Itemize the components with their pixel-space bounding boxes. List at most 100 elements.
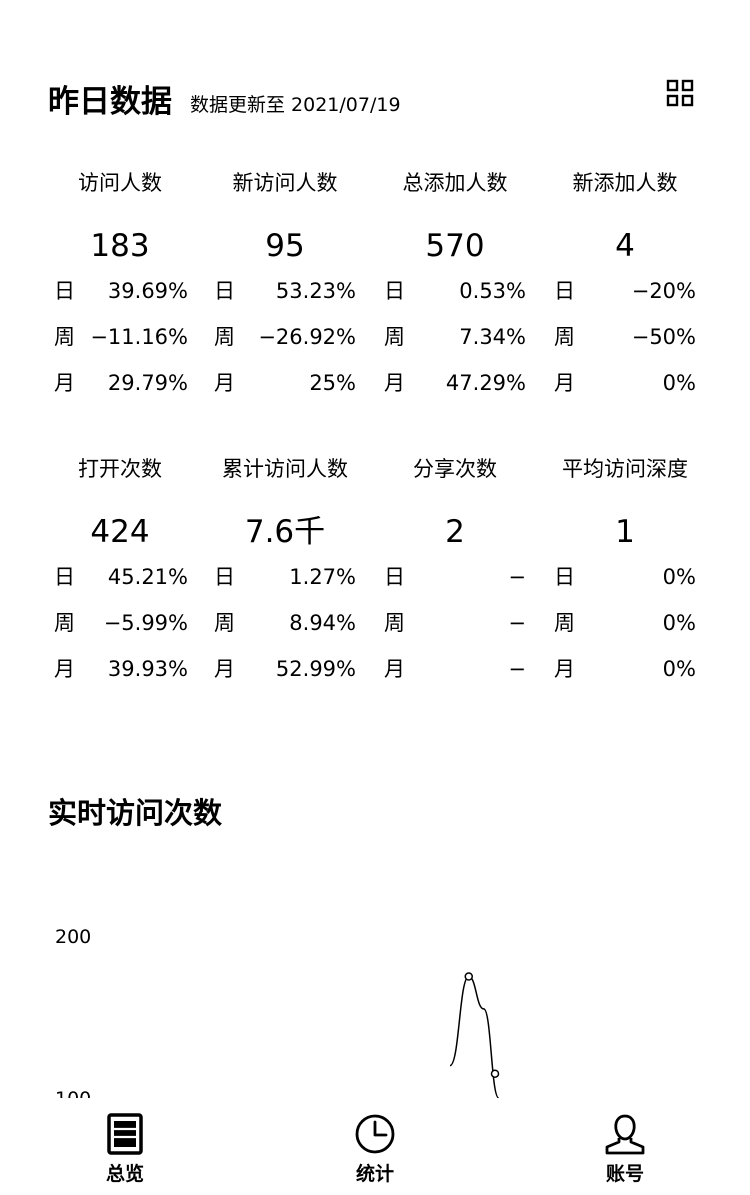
stat-row: 访问人数 183 日 39.69% 周 −11.16% 月 29.79% 新访问人数 … (40, 162, 710, 406)
month-comparison: 月 − (370, 646, 540, 692)
period-label: 周 (384, 611, 405, 635)
period-label: 日 (214, 279, 235, 303)
stat-label: 打开次数 (78, 457, 162, 481)
period-label: 周 (554, 325, 575, 349)
header: 昨日数据 数据更新至 2021/07/19 (48, 72, 401, 122)
stat-value: 95 (265, 228, 305, 264)
stat-card-shares[interactable]: 分享次数 2 日 − 周 − 月 − (370, 448, 540, 692)
tab-bar: 总览 统计 账号 (0, 1098, 750, 1195)
week-comparison: 周 0% (540, 600, 710, 646)
stat-value: 1 (615, 514, 635, 550)
week-comparison: 周 7.34% (370, 314, 540, 360)
stat-label: 新添加人数 (572, 171, 678, 195)
day-comparison: 日 −20% (540, 268, 710, 314)
stat-value: 7.6千 (244, 514, 326, 550)
grid-icon[interactable] (664, 77, 696, 109)
stat-label: 分享次数 (413, 457, 497, 481)
period-label: 周 (554, 611, 575, 635)
day-comparison: 日 − (370, 554, 540, 600)
tab-label: 账号 (605, 1163, 644, 1185)
day-comparison: 日 0% (540, 554, 710, 600)
day-comparison: 日 1.27% (200, 554, 370, 600)
stat-card-new-adds[interactable]: 新添加人数 4 日 −20% 周 −50% 月 0% (540, 162, 710, 406)
stat-row: 打开次数 424 日 45.21% 周 −5.99% 月 39.93% 累计访问人数 … (40, 448, 710, 692)
stat-card-avg-depth[interactable]: 平均访问深度 1 日 0% 周 0% 月 0% (540, 448, 710, 692)
stat-card-opens[interactable]: 打开次数 424 日 45.21% 周 −5.99% 月 39.93% (40, 448, 200, 692)
day-comparison: 日 0.53% (370, 268, 540, 314)
comparison-value: 0% (662, 611, 696, 635)
period-label: 日 (214, 565, 235, 589)
period-label: 日 (54, 279, 75, 303)
week-comparison: 周 −50% (540, 314, 710, 360)
comparison-value: −11.16% (90, 325, 188, 349)
page-title: 昨日数据 (48, 84, 172, 120)
month-comparison: 月 0% (540, 646, 710, 692)
person-icon (605, 1114, 645, 1155)
tab-overview[interactable]: 总览 (0, 1098, 250, 1195)
stat-card-new-visitors[interactable]: 新访问人数 95 日 53.23% 周 −26.92% 月 25% (200, 162, 370, 406)
y-tick-label: 100 (55, 1088, 91, 1098)
period-label: 周 (214, 611, 235, 635)
comparison-value: −26.92% (258, 325, 356, 349)
comparison-value: 47.29% (445, 371, 526, 395)
data-point[interactable] (490, 1069, 500, 1078)
period-label: 周 (384, 325, 405, 349)
day-comparison: 日 53.23% (200, 268, 370, 314)
comparison-value: 1.27% (289, 565, 356, 589)
stat-card-total-adds[interactable]: 总添加人数 570 日 0.53% 周 7.34% 月 47.29% (370, 162, 540, 406)
tab-statistics[interactable]: 统计 (250, 1098, 500, 1195)
comparison-value: 52.99% (275, 657, 356, 681)
period-label: 月 (214, 371, 235, 395)
comparison-value: −20% (631, 279, 696, 303)
comparison-value: 8.94% (289, 611, 356, 635)
realtime-chart: 200 100 (0, 900, 750, 1098)
day-comparison: 日 45.21% (40, 554, 200, 600)
comparison-value: 39.93% (107, 657, 188, 681)
stat-label: 累计访问人数 (222, 457, 348, 481)
stat-value: 183 (90, 228, 150, 264)
chart-svg: 200 100 (55, 926, 500, 1098)
period-label: 周 (214, 325, 235, 349)
stat-card-visitors[interactable]: 访问人数 183 日 39.69% 周 −11.16% 月 29.79% (40, 162, 200, 406)
update-time: 数据更新至 2021/07/19 (190, 94, 401, 116)
period-label: 月 (54, 371, 75, 395)
comparison-value: −50% (631, 325, 696, 349)
period-label: 日 (384, 279, 405, 303)
period-label: 日 (54, 565, 75, 589)
period-label: 周 (54, 325, 75, 349)
week-comparison: 周 −26.92% (200, 314, 370, 360)
period-label: 月 (54, 657, 75, 681)
stat-card-cumulative-visitors[interactable]: 累计访问人数 7.6千 日 1.27% 周 8.94% 月 52.99% (200, 448, 370, 692)
period-label: 月 (214, 657, 235, 681)
tab-account[interactable]: 账号 (500, 1098, 750, 1195)
week-comparison: 周 8.94% (200, 600, 370, 646)
stat-label: 平均访问深度 (562, 457, 688, 481)
period-label: 日 (554, 279, 575, 303)
comparison-value: 25% (309, 371, 356, 395)
comparison-value: 29.79% (107, 371, 188, 395)
period-label: 日 (554, 565, 575, 589)
stat-label: 新访问人数 (232, 171, 338, 195)
month-comparison: 月 52.99% (200, 646, 370, 692)
comparison-value: 45.21% (107, 565, 188, 589)
document-icon (107, 1113, 143, 1155)
comparison-value: 0% (662, 371, 696, 395)
tab-label: 总览 (105, 1163, 144, 1185)
week-comparison: 周 − (370, 600, 540, 646)
period-label: 月 (384, 657, 405, 681)
series-line (449, 975, 500, 1098)
week-comparison: 周 −5.99% (40, 600, 200, 646)
month-comparison: 月 47.29% (370, 360, 540, 406)
comparison-value: − (508, 611, 526, 635)
period-label: 周 (54, 611, 75, 635)
month-comparison: 月 29.79% (40, 360, 200, 406)
stat-label: 访问人数 (78, 171, 162, 195)
stat-value: 4 (615, 228, 635, 264)
period-label: 日 (384, 565, 405, 589)
stat-label: 总添加人数 (402, 171, 508, 195)
realtime-title: 实时访问次数 (48, 796, 223, 830)
comparison-value: 7.34% (459, 325, 526, 349)
y-tick-label: 200 (55, 926, 91, 948)
data-point[interactable] (464, 972, 473, 981)
period-label: 月 (554, 371, 575, 395)
